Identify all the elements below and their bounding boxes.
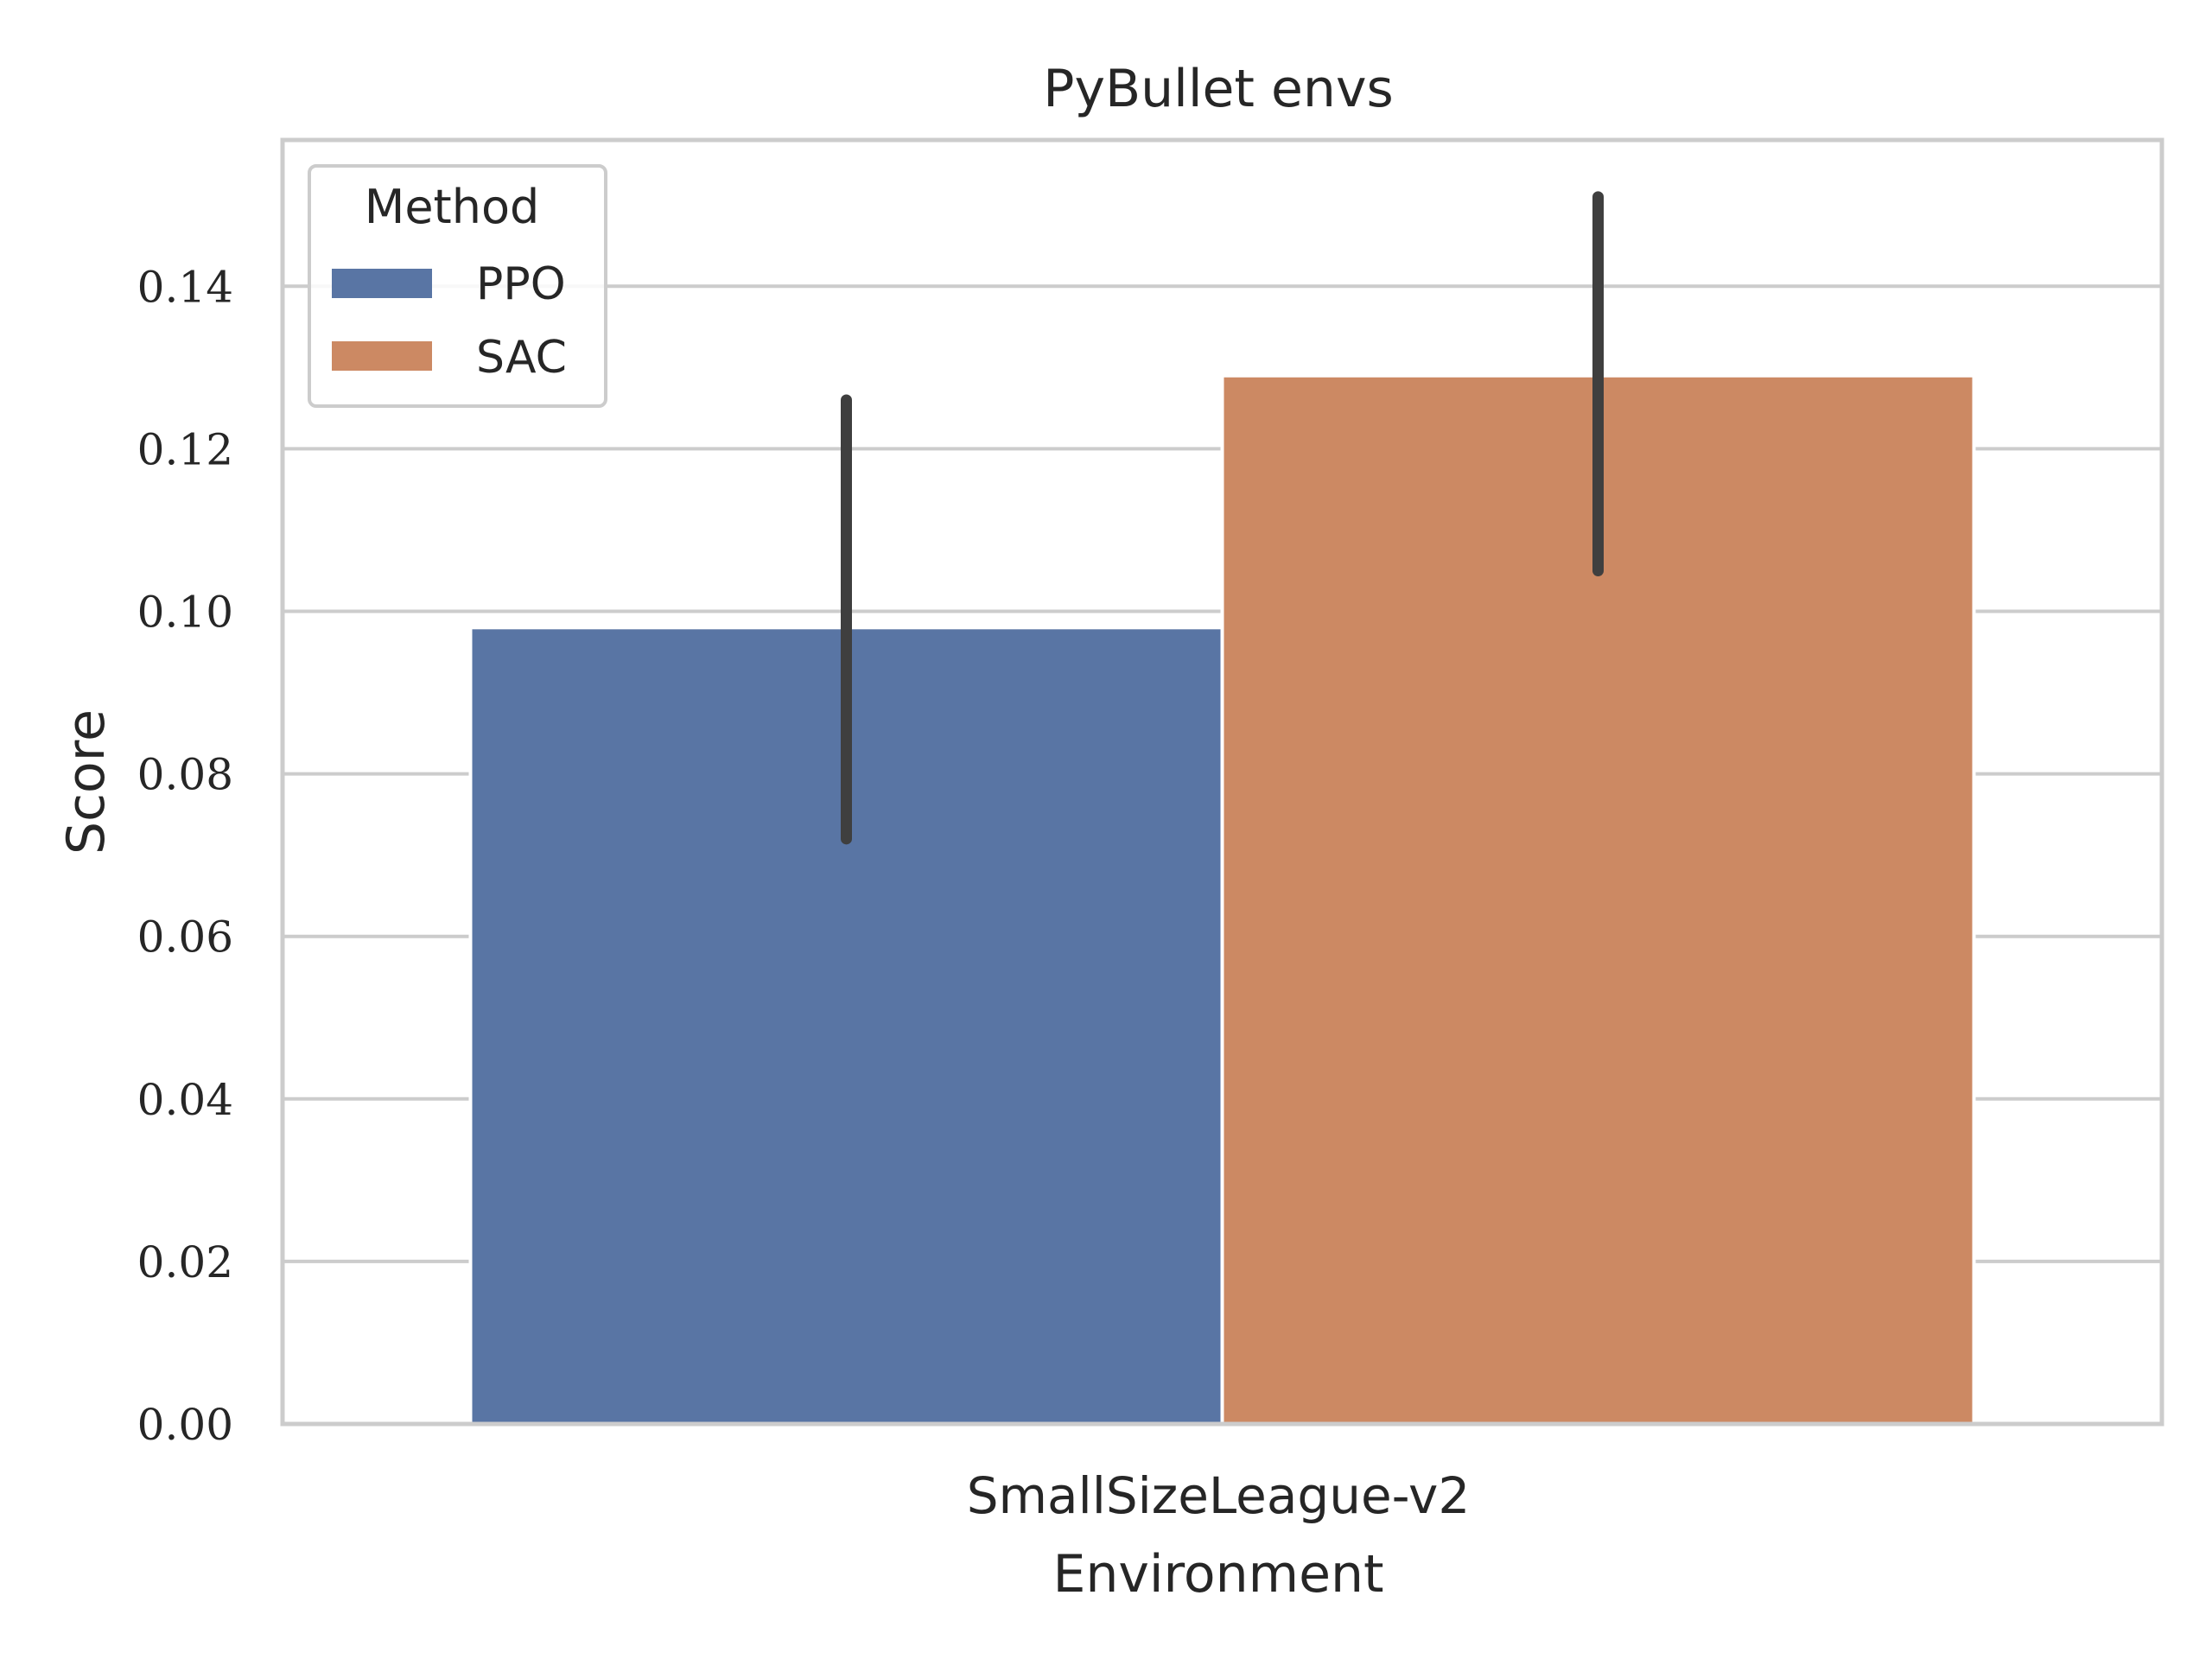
y-tick-label: 0.06 bbox=[137, 912, 233, 963]
x-axis-label: Environment bbox=[1052, 1544, 1383, 1605]
y-tick-label: 0.00 bbox=[137, 1400, 233, 1450]
legend-label-ppo: PPO bbox=[476, 258, 566, 310]
y-tick-label: 0.08 bbox=[137, 750, 233, 800]
y-tick-labels: 0.00 0.02 0.04 0.06 0.08 0.10 0.12 0.14 bbox=[137, 262, 233, 1450]
plot-frame bbox=[280, 137, 2164, 1427]
bars bbox=[468, 373, 1976, 1426]
y-tick-label: 0.04 bbox=[137, 1075, 233, 1125]
legend-swatch-ppo bbox=[332, 269, 432, 298]
x-tick-label: SmallSizeLeague-v2 bbox=[967, 1466, 1471, 1525]
y-tick-label: 0.14 bbox=[137, 262, 233, 312]
legend-title: Method bbox=[365, 180, 540, 234]
y-tick-label: 0.10 bbox=[137, 587, 233, 637]
y-axis-label: Score bbox=[56, 709, 117, 855]
legend: Method PPO SAC bbox=[308, 164, 607, 408]
y-tick-label: 0.02 bbox=[137, 1237, 233, 1287]
y-tick-label: 0.12 bbox=[137, 424, 233, 474]
legend-label-sac: SAC bbox=[476, 332, 567, 384]
legend-swatch-sac bbox=[332, 341, 432, 371]
chart-title: PyBullet envs bbox=[1043, 59, 1393, 119]
error-bars bbox=[841, 191, 1604, 845]
